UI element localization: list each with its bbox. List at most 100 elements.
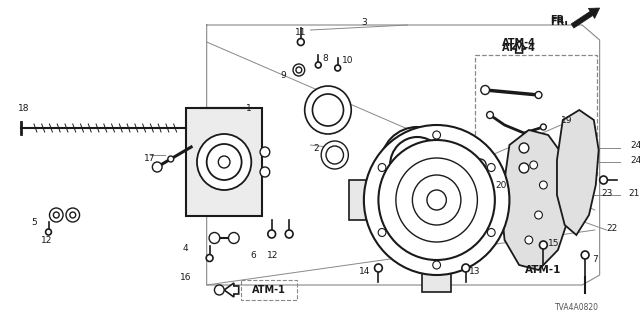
Circle shape <box>374 264 382 272</box>
Circle shape <box>214 285 224 295</box>
Text: 7: 7 <box>592 255 598 265</box>
Circle shape <box>380 127 454 203</box>
FancyBboxPatch shape <box>186 108 262 216</box>
Circle shape <box>209 233 220 244</box>
Circle shape <box>260 167 269 177</box>
Circle shape <box>212 150 236 174</box>
Circle shape <box>540 124 547 130</box>
Circle shape <box>335 65 340 71</box>
Text: FR.: FR. <box>550 17 568 27</box>
Text: 17: 17 <box>143 154 155 163</box>
Circle shape <box>364 125 509 275</box>
Circle shape <box>474 159 486 171</box>
Circle shape <box>296 67 302 73</box>
Text: FR.: FR. <box>550 15 568 25</box>
Text: 11: 11 <box>295 28 307 36</box>
Polygon shape <box>557 110 598 235</box>
Circle shape <box>470 155 490 175</box>
Text: 22: 22 <box>607 223 618 233</box>
Circle shape <box>398 145 436 185</box>
Circle shape <box>481 85 490 94</box>
Circle shape <box>260 147 269 157</box>
Text: 9: 9 <box>280 70 286 79</box>
Circle shape <box>383 145 490 255</box>
Text: 3: 3 <box>361 18 367 27</box>
Bar <box>417 149 470 181</box>
Circle shape <box>433 131 440 139</box>
Circle shape <box>400 162 474 238</box>
Circle shape <box>540 181 547 189</box>
Circle shape <box>412 175 461 225</box>
Circle shape <box>218 156 230 168</box>
Circle shape <box>316 62 321 68</box>
Text: 21: 21 <box>628 188 640 197</box>
Circle shape <box>433 261 440 269</box>
Circle shape <box>49 208 63 222</box>
Circle shape <box>540 241 547 249</box>
Circle shape <box>378 228 386 236</box>
Circle shape <box>406 153 429 177</box>
Circle shape <box>486 111 493 118</box>
Circle shape <box>534 211 543 219</box>
Text: 4: 4 <box>182 244 188 252</box>
Text: 10: 10 <box>342 55 353 65</box>
Text: 18: 18 <box>18 103 29 113</box>
Text: 1: 1 <box>246 103 252 113</box>
Text: 16: 16 <box>179 274 191 283</box>
Text: 5: 5 <box>31 218 37 227</box>
Circle shape <box>525 236 532 244</box>
Text: 23: 23 <box>602 188 613 197</box>
Text: 2: 2 <box>314 143 319 153</box>
Circle shape <box>419 182 454 218</box>
Circle shape <box>293 64 305 76</box>
Circle shape <box>326 146 344 164</box>
Text: 19: 19 <box>561 116 572 124</box>
FancyArrow shape <box>571 8 600 28</box>
Text: TVA4A0820: TVA4A0820 <box>556 302 599 311</box>
FancyArrow shape <box>224 283 239 297</box>
Bar <box>476 55 596 175</box>
Circle shape <box>519 143 529 153</box>
Text: 14: 14 <box>359 268 371 276</box>
Text: 12: 12 <box>41 236 52 244</box>
Text: ATM-4: ATM-4 <box>502 43 536 53</box>
Text: 13: 13 <box>468 268 480 276</box>
Circle shape <box>427 190 446 210</box>
Circle shape <box>321 141 348 169</box>
Text: ATM-1: ATM-1 <box>525 265 561 275</box>
Circle shape <box>462 264 470 272</box>
Circle shape <box>206 254 213 261</box>
Circle shape <box>207 144 242 180</box>
Circle shape <box>70 212 76 218</box>
Circle shape <box>455 149 486 181</box>
Text: 15: 15 <box>548 238 560 247</box>
Circle shape <box>488 228 495 236</box>
Circle shape <box>488 164 495 172</box>
Text: ATM-1: ATM-1 <box>252 285 285 295</box>
Circle shape <box>390 137 444 193</box>
Circle shape <box>268 230 276 238</box>
Circle shape <box>285 230 293 238</box>
Bar <box>349 180 367 220</box>
Bar <box>422 270 451 292</box>
Circle shape <box>45 229 51 235</box>
Circle shape <box>152 162 162 172</box>
Circle shape <box>168 156 173 162</box>
Circle shape <box>312 94 344 126</box>
Circle shape <box>197 134 252 190</box>
Circle shape <box>378 164 386 172</box>
Circle shape <box>228 233 239 244</box>
Text: 8: 8 <box>322 53 328 62</box>
Circle shape <box>461 155 480 175</box>
Circle shape <box>378 140 495 260</box>
Text: ATM-4: ATM-4 <box>502 38 536 48</box>
Circle shape <box>53 212 59 218</box>
Text: 24: 24 <box>630 140 640 149</box>
Text: 6: 6 <box>250 252 256 260</box>
Circle shape <box>530 161 538 169</box>
Polygon shape <box>502 130 573 270</box>
Text: 20: 20 <box>495 180 506 189</box>
Circle shape <box>600 176 607 184</box>
FancyArrow shape <box>513 41 526 53</box>
Text: 2: 2 <box>314 103 319 113</box>
